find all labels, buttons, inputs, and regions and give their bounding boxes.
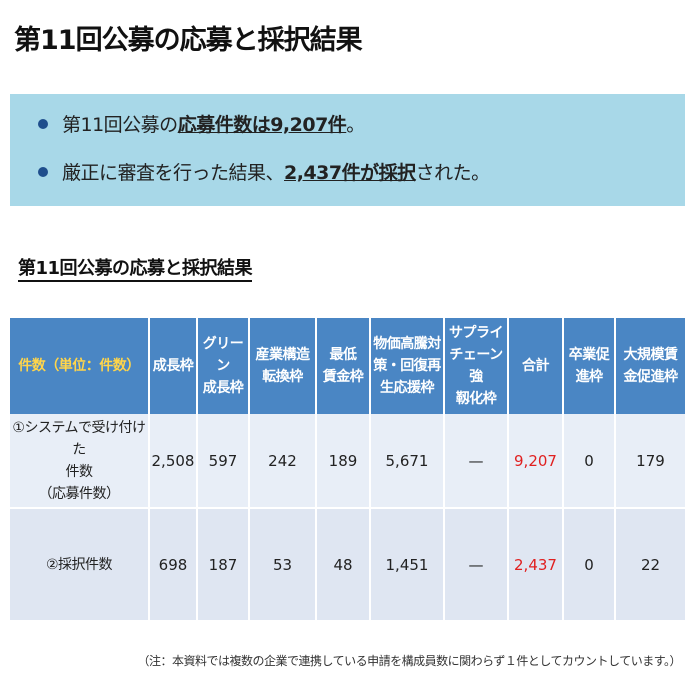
column-header: グリーン 成長枠 xyxy=(197,318,250,414)
summary-box: 第11回公募の応募件数は9,207件。 厳正に審査を行った結果、2,437件が採… xyxy=(10,94,685,206)
results-table: 件数（単位：件数） 成長枠 グリーン 成長枠 産業構造 転換枠 最低 賃金枠 物価高騰… xyxy=(10,318,685,620)
column-header: 物価高騰対 策・回復再 生応援枠 xyxy=(370,318,445,414)
row-label: ②採択件数 xyxy=(10,508,150,620)
summary-line-applications-emph: 応募件数は9,207件 xyxy=(177,114,347,136)
column-header: 成長枠 xyxy=(149,318,198,414)
summary-line-applications: 第11回公募の応募件数は9,207件。 xyxy=(38,110,365,137)
summary-line-applications-post: 。 xyxy=(346,114,365,136)
table-header-row: 件数（単位：件数） 成長枠 グリーン 成長枠 産業構造 転換枠 最低 賃金枠 物価高騰… xyxy=(10,318,685,414)
row-label: ①システムで受け付けた 件数 （応募件数） xyxy=(10,414,150,509)
summary-line-adoptions-pre: 厳正に審査を行った結果、 xyxy=(62,162,285,184)
total-cell: 9,207 xyxy=(508,414,564,509)
table-corner-header: 件数（単位：件数） xyxy=(10,318,150,414)
table-cell: 53 xyxy=(249,508,317,620)
table-cell: 22 xyxy=(615,508,685,620)
bullet-icon xyxy=(38,166,48,177)
summary-line-adoptions: 厳正に審査を行った結果、2,437件が採択された。 xyxy=(38,158,490,185)
table-cell: 0 xyxy=(563,508,616,620)
table-row: ①システムで受け付けた 件数 （応募件数） 2,508 597 242 189 5,… xyxy=(10,414,685,509)
total-cell: 2,437 xyxy=(508,508,564,620)
table-cell: 1,451 xyxy=(370,508,445,620)
summary-line-adoptions-emph: 2,437件が採択 xyxy=(284,162,416,184)
summary-line-applications-pre: 第11回公募の xyxy=(62,114,178,136)
footnote: （注：本資料では複数の企業で連携している申請を構成員数に関わらず１件としてカウン… xyxy=(137,654,682,668)
table-cell: — xyxy=(444,414,509,509)
table-cell: 597 xyxy=(197,414,250,509)
bullet-icon xyxy=(38,118,48,129)
table-cell: 242 xyxy=(249,414,317,509)
summary-line-adoptions-post: された。 xyxy=(415,162,491,184)
column-header: 最低 賃金枠 xyxy=(316,318,371,414)
column-header: 大規模賃 金促進枠 xyxy=(615,318,685,414)
table-cell: 189 xyxy=(316,414,371,509)
table-cell: 187 xyxy=(197,508,250,620)
table-cell: 2,508 xyxy=(149,414,198,509)
column-header: 卒業促 進枠 xyxy=(563,318,616,414)
page-title: 第11回公募の応募と採択結果 xyxy=(14,25,363,56)
table-cell: 179 xyxy=(615,414,685,509)
column-header: 産業構造 転換枠 xyxy=(249,318,317,414)
table-cell: 0 xyxy=(563,414,616,509)
section-title: 第11回公募の応募と採択結果 xyxy=(18,258,253,282)
table-cell: 5,671 xyxy=(370,414,445,509)
table-row: ②採択件数 698 187 53 48 1,451 — 2,437 0 22 xyxy=(10,508,685,620)
column-header: 合計 xyxy=(508,318,564,414)
table-cell: 48 xyxy=(316,508,371,620)
table-cell: 698 xyxy=(149,508,198,620)
column-header: サプライ チェーン強 靱化枠 xyxy=(444,318,509,414)
table-cell: — xyxy=(444,508,509,620)
